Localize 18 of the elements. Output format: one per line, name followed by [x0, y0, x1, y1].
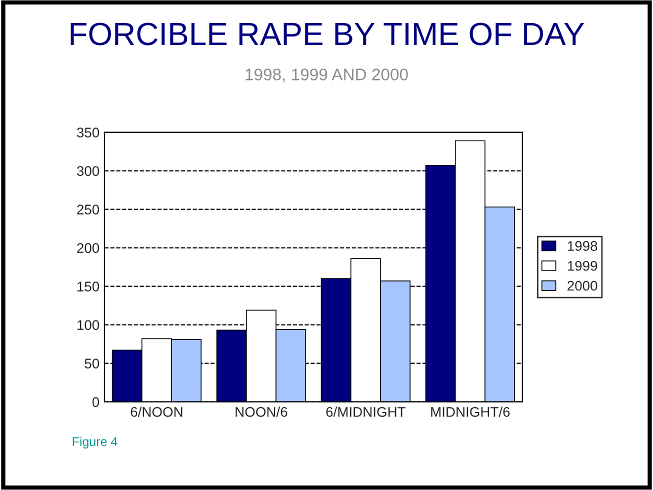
chart-title: FORCIBLE RAPE BY TIME OF DAY	[70, 22, 584, 46]
chart-subtitle: 1998, 1999 AND 2000	[246, 68, 408, 82]
y-tick-label: 200	[77, 243, 100, 253]
x-tick-label: MIDNIGHT/6	[431, 406, 510, 417]
y-tick-label: 300	[76, 166, 100, 176]
y-tick-label: 150	[78, 282, 100, 292]
y-tick-label: 250	[77, 204, 100, 214]
y-tick-label: 0	[92, 397, 100, 407]
legend-label: 1998	[568, 241, 598, 251]
x-tick-label: 6/NOON	[130, 406, 182, 417]
x-tick-label: NOON/6	[236, 406, 288, 417]
y-tick-label: 100	[78, 320, 100, 330]
y-tick-label: 350	[76, 128, 100, 138]
legend-label: 2000	[568, 280, 598, 291]
x-tick-label: 6/MIDNIGHT	[326, 406, 406, 417]
y-tick-label: 50	[84, 358, 100, 368]
caption: Figure 4	[72, 436, 118, 448]
legend-label: 1999	[568, 260, 598, 271]
